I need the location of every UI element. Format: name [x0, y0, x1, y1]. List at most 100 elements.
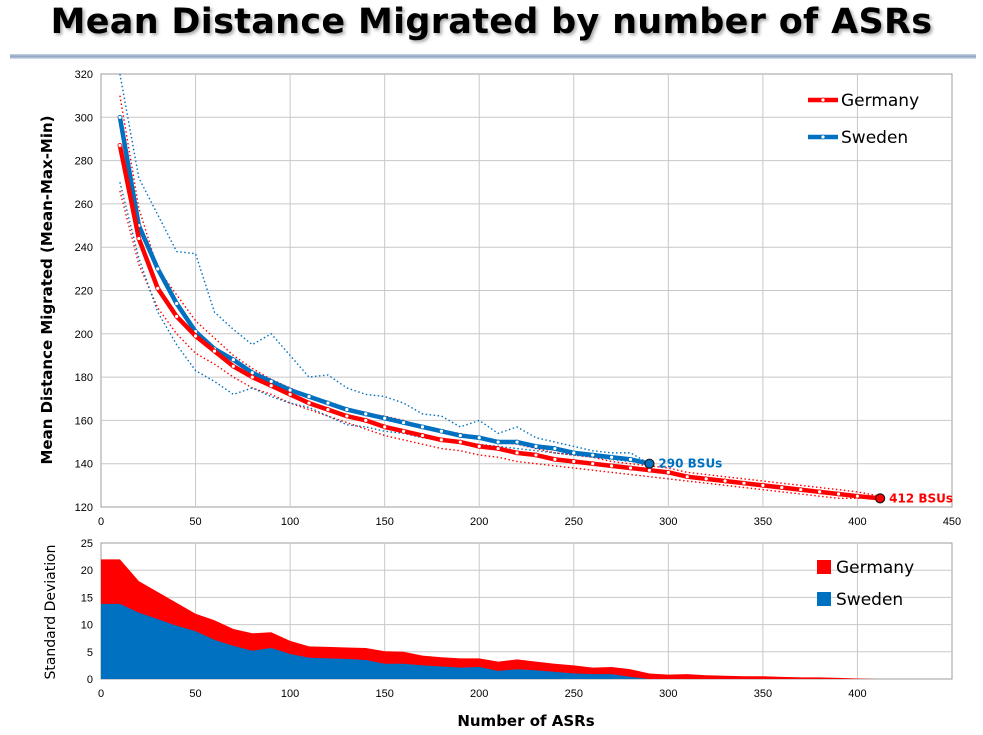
germany-point: [590, 461, 596, 467]
sweden-point: [344, 407, 350, 412]
germany-point: [212, 348, 217, 354]
top-y-tick-label: 280: [75, 156, 93, 168]
bottom-x-tick-label: 50: [189, 688, 201, 700]
germany-point: [836, 491, 841, 497]
germany-point: [287, 392, 293, 397]
bottom-x-tick-label: 400: [848, 688, 866, 700]
top-y-tick-label: 220: [75, 286, 93, 298]
legend-sweden-marker: [820, 134, 826, 140]
germany-point: [325, 407, 331, 412]
sweden-min-line: [119, 182, 650, 465]
bottom-y-tick-label: 25: [81, 538, 93, 550]
top-x-tick-label: 0: [98, 516, 104, 528]
sweden-point: [174, 301, 180, 306]
bottom-y-tick-label: 10: [81, 620, 93, 632]
top-x-ticks: 0 50 100 150 200 250 300 350 400 450: [98, 516, 961, 528]
germany-point: [665, 469, 671, 475]
germany-point: [571, 459, 577, 464]
bottom-grid: [101, 543, 952, 679]
bottom-y-tick-label: 15: [81, 592, 93, 604]
top-y-tick-label: 160: [75, 415, 93, 427]
germany-point: [798, 487, 804, 493]
top-y-tick-label: 200: [75, 329, 93, 341]
top-x-tick-label: 200: [470, 516, 488, 528]
sweden-point: [382, 415, 388, 421]
germany-point: [420, 433, 425, 438]
germany-area: [101, 559, 877, 679]
sweden-endpoint-marker: [644, 458, 655, 469]
sweden-point: [420, 424, 425, 430]
germany-point: [514, 450, 520, 456]
top-y-tick-label: 260: [75, 199, 93, 211]
sweden-point: [590, 452, 596, 458]
germany-endpoint-marker: [875, 493, 886, 504]
top-y-tick-label: 140: [75, 459, 93, 471]
bottom-y-tick-label: 0: [87, 674, 93, 686]
legend-sweden-area-swatch: [817, 592, 831, 606]
bottom-x-tick-label: 350: [754, 688, 772, 700]
germany-point: [760, 482, 766, 488]
germany-point: [741, 480, 747, 486]
germany-point: [855, 493, 860, 499]
germany-point: [174, 314, 180, 319]
legend-sweden-label: Sweden: [841, 128, 908, 148]
bottom-y-tick-label: 5: [87, 647, 93, 659]
germany-point: [628, 465, 633, 471]
top-x-tick-label: 50: [189, 516, 201, 528]
sweden-endpoint-label: 290 BSUs: [658, 457, 722, 471]
bottom-x-tick-label: 200: [470, 688, 488, 700]
germany-point: [552, 456, 558, 462]
title-divider: [10, 54, 976, 59]
sweden-point: [533, 443, 539, 449]
top-y-tick-label: 180: [75, 372, 93, 384]
top-x-tick-label: 150: [375, 516, 393, 528]
bottom-x-ticks: 0 50 100 150 200 250 300 350 400: [98, 688, 867, 700]
top-annotations: 290 BSUs 412 BSUs: [644, 457, 953, 505]
germany-point: [363, 417, 369, 423]
sweden-point: [514, 439, 520, 445]
legend-sweden-area-label: Sweden: [836, 590, 903, 610]
germany-point: [230, 363, 236, 369]
sweden-point: [628, 456, 633, 462]
bottom-area-chart: 0 5 10 15 20 25 0 50 100 150 200 250 300 350 400 Stan…: [43, 538, 953, 730]
germany-point: [438, 437, 444, 443]
top-x-tick-label: 450: [943, 516, 961, 528]
bottom-series: [101, 559, 877, 679]
germany-point: [703, 476, 709, 482]
sweden-point: [476, 435, 482, 441]
germany-point: [306, 400, 312, 406]
bottom-y-ticks: 0 5 10 15 20 25: [81, 538, 93, 686]
germany-point: [457, 439, 463, 445]
sweden-point: [571, 450, 577, 456]
germany-point: [779, 485, 785, 490]
top-series: [117, 73, 883, 501]
germany-point: [722, 478, 728, 484]
top-y-ticks: 120 140 160 180 200 220 240 260 280 300 320: [75, 69, 93, 514]
bottom-y-axis-title: Standard Deviation: [43, 544, 59, 679]
germany-point: [382, 424, 388, 430]
bottom-x-tick-label: 100: [281, 688, 299, 700]
top-y-tick-label: 240: [75, 242, 93, 254]
germany-point: [117, 143, 123, 148]
bottom-x-axis-title: Number of ASRs: [457, 712, 594, 730]
sweden-point: [495, 439, 501, 445]
germany-point: [155, 285, 161, 291]
top-y-tick-label: 120: [75, 502, 93, 514]
germany-point: [344, 413, 350, 419]
sweden-point: [363, 411, 369, 417]
top-y-axis-title: Mean Distance Migrated (Mean-Max-Min): [38, 115, 56, 464]
bottom-x-tick-label: 0: [98, 688, 104, 700]
sweden-point: [438, 428, 444, 434]
bottom-legend: Germany Sweden: [817, 558, 914, 610]
sweden-point: [306, 394, 312, 399]
sweden-point: [230, 357, 236, 363]
germany-point: [476, 443, 482, 449]
sweden-point: [401, 420, 406, 425]
top-y-tick-label: 320: [75, 69, 93, 81]
legend-germany-area-label: Germany: [836, 558, 914, 578]
bottom-x-tick-label: 150: [375, 688, 393, 700]
top-grid: [101, 74, 952, 507]
sweden-point: [552, 446, 558, 451]
sweden-area: [101, 603, 650, 679]
